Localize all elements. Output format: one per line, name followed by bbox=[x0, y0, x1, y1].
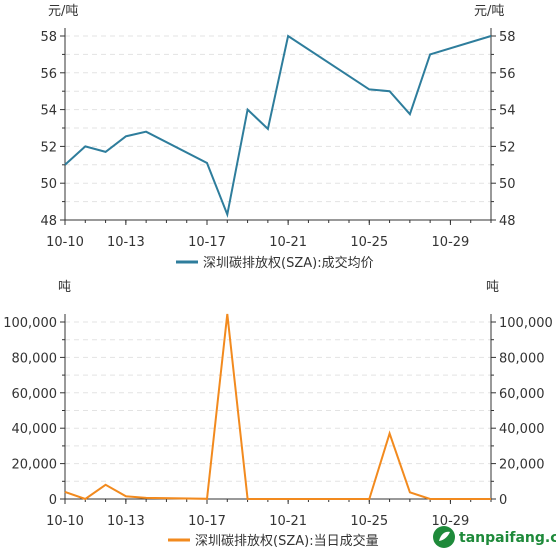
unit-label-right: 元/吨 bbox=[474, 4, 504, 19]
y-tick-label-right: 56 bbox=[499, 67, 516, 82]
y-tick-label-right: 48 bbox=[499, 214, 516, 229]
x-tick-label: 10-13 bbox=[107, 235, 145, 250]
y-tick-label-left: 52 bbox=[40, 140, 57, 155]
y-tick-label-right: 80,000 bbox=[499, 351, 545, 366]
x-tick-label: 10-25 bbox=[350, 235, 388, 250]
y-tick-label-right: 58 bbox=[499, 30, 516, 45]
x-tick-label: 10-10 bbox=[46, 514, 84, 529]
y-tick-label-left: 80,000 bbox=[12, 351, 58, 366]
watermark-text: tanpaifang.com bbox=[459, 530, 556, 546]
y-tick-label-left: 0 bbox=[49, 493, 57, 508]
y-tick-label-right: 52 bbox=[499, 140, 516, 155]
y-tick-label-left: 60,000 bbox=[12, 387, 58, 402]
legend-label: 深圳碳排放权(SZA):成交均价 bbox=[203, 255, 374, 271]
x-tick-label: 10-17 bbox=[188, 235, 226, 250]
unit-label-left: 元/吨 bbox=[48, 4, 78, 19]
y-tick-label-left: 50 bbox=[40, 177, 57, 192]
y-tick-label-right: 0 bbox=[499, 493, 507, 508]
y-tick-label-left: 40,000 bbox=[12, 422, 58, 437]
x-tick-label: 10-29 bbox=[432, 235, 470, 250]
x-tick-label: 10-10 bbox=[46, 235, 84, 250]
y-tick-label-right: 50 bbox=[499, 177, 516, 192]
y-tick-label-right: 40,000 bbox=[499, 422, 545, 437]
x-tick-label: 10-21 bbox=[269, 235, 307, 250]
x-tick-label: 10-17 bbox=[188, 514, 226, 529]
chart-2: 0 0 20,000 20,000 40,000 40,000 60,000 60,000 80… bbox=[3, 280, 553, 549]
y-tick-label-left: 54 bbox=[40, 104, 57, 119]
unit-label-right: 吨 bbox=[486, 280, 499, 295]
x-tick-label: 10-13 bbox=[107, 514, 145, 529]
y-tick-label-right: 100,000 bbox=[499, 316, 553, 331]
y-tick-label-left: 48 bbox=[40, 214, 57, 229]
y-tick-label-right: 54 bbox=[499, 104, 516, 119]
y-tick-label-left: 100,000 bbox=[3, 316, 57, 331]
unit-label-left: 吨 bbox=[58, 280, 71, 295]
series-line bbox=[65, 314, 491, 499]
x-tick-label: 10-21 bbox=[269, 514, 307, 529]
y-tick-label-right: 60,000 bbox=[499, 387, 545, 402]
y-tick-label-left: 20,000 bbox=[12, 458, 58, 473]
y-tick-label-right: 20,000 bbox=[499, 458, 545, 473]
y-tick-label-left: 58 bbox=[40, 30, 57, 45]
chart-1: 48 48 50 50 52 52 54 54 56 56 58 58 元/吨 元/吨 10-10 10-13… bbox=[40, 4, 515, 271]
y-tick-label-left: 56 bbox=[40, 67, 57, 82]
series-line bbox=[65, 36, 491, 215]
x-tick-label: 10-25 bbox=[350, 514, 388, 529]
legend-label: 深圳碳排放权(SZA):当日成交量 bbox=[195, 533, 379, 549]
watermark: tanpaifang.com bbox=[432, 524, 556, 550]
